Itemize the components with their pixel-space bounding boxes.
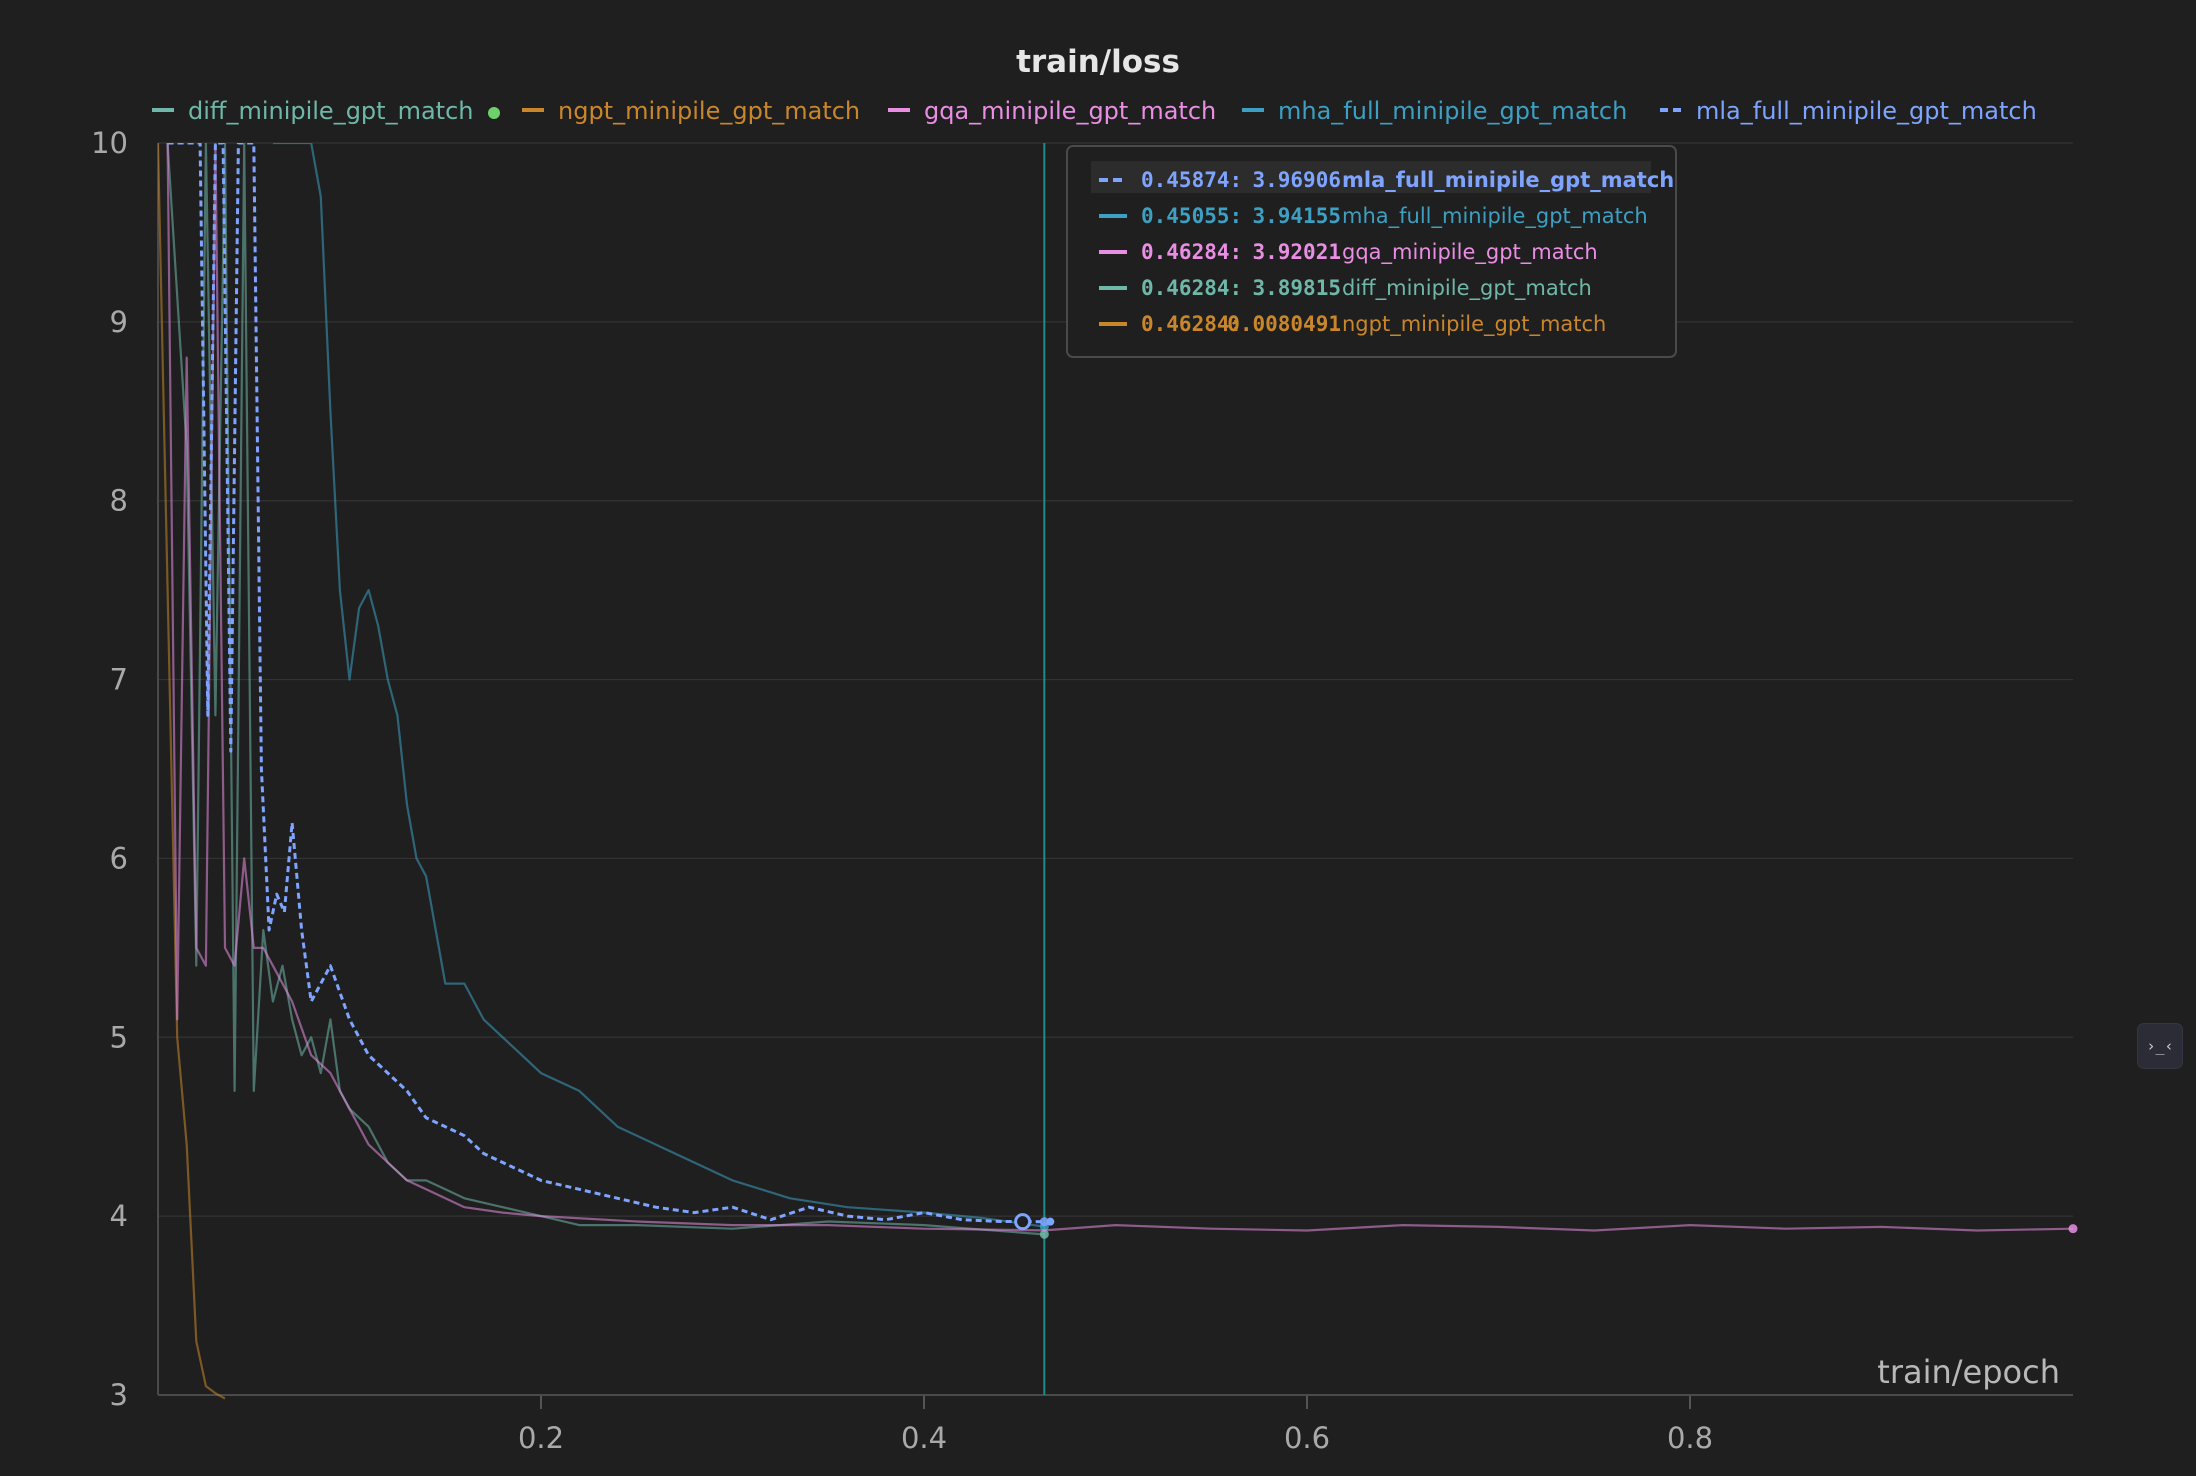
series-point-gqa_minipile_gpt_match bbox=[2068, 1224, 2078, 1234]
x-tick-label: 0.4 bbox=[901, 1421, 947, 1455]
grid bbox=[158, 142, 2073, 1396]
legend-label: ngpt_minipile_gpt_match bbox=[558, 97, 860, 125]
series-line-diff_minipile_gpt_match bbox=[166, 143, 1045, 1236]
tooltip-y-value: 3.92021 bbox=[1252, 240, 1341, 264]
series-line-mha_full_minipile_gpt_match bbox=[272, 143, 1045, 1228]
legend-status-dot bbox=[488, 107, 500, 119]
y-tick-label: 3 bbox=[110, 1378, 128, 1412]
legend: diff_minipile_gpt_match ngpt_minipile_gpt… bbox=[152, 97, 2037, 125]
hover-tooltip: 0.45874: 3.96906 mla_full_minipile_gpt_mat… bbox=[1066, 145, 1677, 358]
y-tick-label: 5 bbox=[110, 1020, 128, 1054]
tooltip-series-name: gqa_minipile_gpt_match bbox=[1342, 240, 1598, 265]
x-tick-label: 0.8 bbox=[1667, 1421, 1713, 1455]
y-tick-label: 8 bbox=[110, 484, 128, 518]
series-lines bbox=[158, 143, 2078, 1400]
x-tick-label: 0.6 bbox=[1284, 1421, 1330, 1455]
tooltip-series-name: mha_full_minipile_gpt_match bbox=[1342, 204, 1648, 229]
tooltip-series-name: ngpt_minipile_gpt_match bbox=[1342, 312, 1606, 337]
x-tick-label: 0.2 bbox=[518, 1421, 564, 1455]
tooltip-box bbox=[1066, 145, 1677, 358]
hover-point-dot bbox=[1046, 1217, 1055, 1226]
legend-label: gqa_minipile_gpt_match bbox=[924, 97, 1216, 125]
tooltip-x-value: 0.46284: bbox=[1141, 276, 1242, 300]
legend-label: mha_full_minipile_gpt_match bbox=[1278, 97, 1627, 125]
tooltip-x-value: 0.45874: bbox=[1141, 168, 1242, 192]
tooltip-highlight-row bbox=[1091, 161, 1651, 193]
y-tick-label: 6 bbox=[110, 841, 128, 875]
legend-label: diff_minipile_gpt_match bbox=[188, 97, 473, 125]
x-axis-title: train/epoch bbox=[1877, 1353, 2060, 1391]
y-tick-label: 7 bbox=[110, 663, 128, 697]
tooltip-y-value: 3.96906 bbox=[1252, 168, 1341, 192]
series-point-mla_full_minipile_gpt_match bbox=[1039, 1217, 1049, 1227]
y-tick-label: 9 bbox=[110, 305, 128, 339]
tooltip-x-value: 0.46284: bbox=[1141, 312, 1242, 336]
tooltip-y-value: 3.94155 bbox=[1252, 204, 1341, 228]
tooltip-y-value: 0.0080491 bbox=[1227, 312, 1341, 336]
tooltip-series-name: diff_minipile_gpt_match bbox=[1342, 276, 1592, 301]
hover-point bbox=[1014, 1213, 1032, 1231]
series-line-ngpt_minipile_gpt_match bbox=[158, 143, 226, 1400]
y-tick-label: 10 bbox=[91, 126, 128, 160]
tooltip-series-name: mla_full_minipile_gpt_match bbox=[1342, 168, 1674, 192]
tooltip-y-value: 3.89815 bbox=[1252, 276, 1341, 300]
legend-label: mla_full_minipile_gpt_match bbox=[1696, 97, 2037, 125]
series-point-diff_minipile_gpt_match bbox=[1039, 1229, 1049, 1239]
tooltip-x-value: 0.45055: bbox=[1141, 204, 1242, 228]
series-line-mla_full_minipile_gpt_match bbox=[167, 143, 1045, 1224]
chart-title: train/loss bbox=[1016, 44, 1180, 80]
series-line-gqa_minipile_gpt_match bbox=[166, 143, 2073, 1232]
y-tick-label: 4 bbox=[110, 1199, 128, 1233]
terminal-toggle-button[interactable]: ›_‹ bbox=[2138, 1024, 2182, 1068]
axes: 3 4 5 6 7 8 9 10 0.2 0.4 0.6 0.8 bbox=[91, 126, 2073, 1455]
tooltip-x-value: 0.46284: bbox=[1141, 240, 1242, 264]
terminal-icon: ›_‹ bbox=[2146, 1037, 2174, 1055]
